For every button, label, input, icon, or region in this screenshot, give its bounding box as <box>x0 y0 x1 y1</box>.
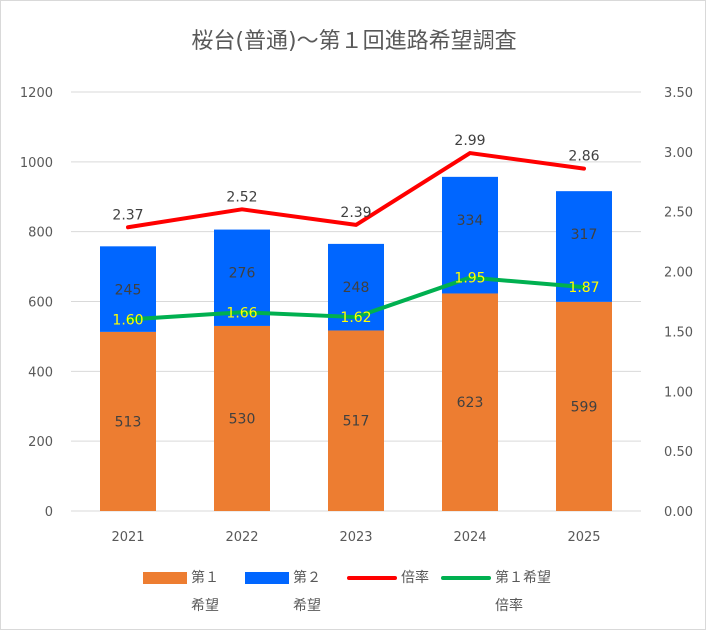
point-label-first-choice-ratio: 1.87 <box>568 280 599 296</box>
y-right-tick-label: 1.50 <box>664 325 693 340</box>
bar-label-first-choice: 530 <box>229 411 256 427</box>
y-left-tick-label: 0 <box>45 505 53 520</box>
bar-label-first-choice: 513 <box>115 414 142 430</box>
bar-label-first-choice: 517 <box>343 414 370 430</box>
axes: 0 200 400 600 800 1000 1200 0.00 0.50 1.00 1.50 2.0… <box>20 86 693 545</box>
point-label-ratio: 2.37 <box>112 207 143 223</box>
chart-title: 桜台(普通)～第１回進路希望調査 <box>191 29 517 54</box>
legend: 第１ 希望 第２ 希望 倍率 第１希望 倍率 <box>1 565 706 625</box>
y-left-tick-label: 1000 <box>20 156 53 171</box>
bar-first-choice <box>100 331 156 511</box>
point-label-first-choice-ratio: 1.62 <box>340 310 371 326</box>
point-label-ratio: 2.52 <box>226 189 257 205</box>
y-right-tick-label: 2.00 <box>664 266 693 281</box>
y-right-tick-label: 0.50 <box>664 445 693 460</box>
point-label-first-choice-ratio: 1.95 <box>454 271 485 287</box>
bar-label-first-choice: 599 <box>571 399 598 415</box>
bar-label-first-choice: 623 <box>457 395 484 411</box>
bar-first-choice <box>328 330 384 511</box>
bar-first-choice <box>442 293 498 511</box>
legend-swatch-first-choice-ratio <box>441 576 491 580</box>
y-right-tick-label: 3.00 <box>664 146 693 161</box>
y-right-tick-label: 1.00 <box>664 385 693 400</box>
bar-second-choice <box>442 176 498 294</box>
x-tick-label: 2025 <box>567 530 600 545</box>
line-ratio <box>126 151 586 230</box>
point-label-first-choice-ratio: 1.66 <box>226 305 257 321</box>
x-tick-label: 2021 <box>111 530 144 545</box>
y-right-tick-label: 2.50 <box>664 206 693 221</box>
legend-label-first-choice-line2: 希望 <box>191 598 219 614</box>
bar-label-second-choice: 245 <box>115 282 142 298</box>
y-left-tick-label: 1200 <box>20 86 53 101</box>
y-right-tick-label: 3.50 <box>664 86 693 101</box>
y-right-tick-label: 0.00 <box>664 505 693 520</box>
legend-label-first-choice-ratio-line2: 倍率 <box>495 598 523 614</box>
legend-swatch-second-choice <box>245 572 289 584</box>
point-label-ratio: 2.39 <box>340 205 371 221</box>
point-label-first-choice-ratio: 1.60 <box>112 312 143 328</box>
point-label-ratio: 2.86 <box>568 149 599 165</box>
x-tick-label: 2023 <box>339 530 372 545</box>
lines <box>126 151 586 322</box>
bar-label-second-choice: 248 <box>343 280 370 296</box>
bar-label-second-choice: 276 <box>229 266 256 282</box>
legend-label-ratio: 倍率 <box>401 570 429 586</box>
y-left-tick-label: 400 <box>28 365 53 380</box>
line-first-choice-ratio <box>126 275 586 322</box>
legend-label-second-choice-line1: 第２ <box>293 570 321 586</box>
y-left-tick-label: 600 <box>28 296 53 311</box>
y-left-tick-label: 800 <box>28 226 53 241</box>
bar-label-second-choice: 334 <box>457 213 484 229</box>
legend-swatch-ratio <box>347 576 397 580</box>
y-left-tick-label: 200 <box>28 435 53 450</box>
legend-label-first-choice-ratio-line1: 第１希望 <box>495 570 551 586</box>
bar-label-second-choice: 317 <box>571 227 598 243</box>
bar-second-choice <box>214 229 270 326</box>
point-label-ratio: 2.99 <box>454 133 485 149</box>
bar-second-choice <box>556 191 612 302</box>
bars <box>100 176 612 511</box>
x-tick-label: 2024 <box>453 530 486 545</box>
bar-first-choice <box>214 325 270 511</box>
legend-swatch-first-choice <box>143 572 187 584</box>
legend-label-second-choice-line2: 希望 <box>293 598 321 614</box>
legend-label-first-choice-line1: 第１ <box>191 570 219 586</box>
bar-first-choice <box>556 301 612 511</box>
data-labels: 513 245 530 276 517 248 623 334 599 317 2.37 2.52 2.… <box>112 133 599 430</box>
x-tick-label: 2022 <box>225 530 258 545</box>
